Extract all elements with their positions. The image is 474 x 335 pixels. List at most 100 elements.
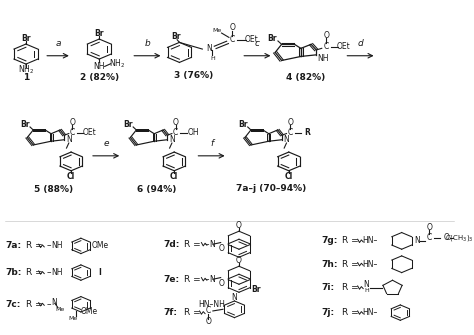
Text: 7f:: 7f:	[164, 308, 177, 317]
Text: 7h:: 7h:	[321, 260, 338, 269]
Text: R =: R =	[342, 260, 359, 269]
Text: C: C	[229, 35, 235, 44]
Text: e: e	[103, 139, 109, 148]
Text: O: O	[229, 23, 235, 32]
Text: Br: Br	[171, 32, 181, 41]
Text: O: O	[219, 279, 225, 288]
Text: C: C	[324, 42, 329, 51]
Text: C: C	[70, 128, 75, 137]
Text: OH: OH	[187, 128, 199, 137]
Text: f: f	[210, 139, 213, 148]
Text: 7g:: 7g:	[321, 237, 338, 246]
Text: N: N	[231, 293, 237, 302]
Text: 6 (94%): 6 (94%)	[137, 185, 176, 194]
Text: N: N	[209, 240, 215, 249]
Text: d: d	[357, 40, 363, 48]
Text: O: O	[219, 244, 225, 253]
Text: a: a	[55, 40, 61, 48]
Text: NH: NH	[51, 268, 63, 277]
Text: O: O	[323, 31, 329, 40]
Text: Br: Br	[20, 120, 30, 129]
Text: Br: Br	[94, 28, 104, 38]
Text: C(CH$_3$)$_3$: C(CH$_3$)$_3$	[445, 232, 474, 243]
Text: R =: R =	[342, 308, 359, 317]
Text: Br: Br	[251, 285, 261, 294]
Text: 7b:: 7b:	[5, 268, 22, 277]
Text: –: –	[205, 275, 209, 284]
Text: C: C	[427, 233, 432, 242]
Text: O: O	[443, 233, 449, 242]
Text: HN–NH: HN–NH	[198, 300, 225, 309]
Text: H: H	[210, 56, 215, 61]
Text: R =: R =	[184, 308, 201, 317]
Text: N: N	[209, 275, 215, 284]
Text: C: C	[173, 128, 178, 137]
Text: HN–: HN–	[362, 260, 377, 269]
Text: Cl: Cl	[285, 172, 293, 181]
Text: R =: R =	[184, 275, 201, 284]
Text: NH: NH	[93, 62, 105, 71]
Text: NH$_2$: NH$_2$	[109, 58, 125, 70]
Text: I: I	[98, 268, 101, 277]
Text: R: R	[305, 128, 310, 137]
Text: N: N	[206, 44, 212, 53]
Text: –: –	[205, 240, 209, 249]
Text: O: O	[287, 118, 293, 127]
Text: R =: R =	[26, 242, 43, 250]
Text: O: O	[236, 221, 242, 230]
Text: 7c:: 7c:	[5, 300, 21, 309]
Text: OEt: OEt	[245, 35, 259, 44]
Text: 7e:: 7e:	[164, 275, 180, 284]
Text: HN–: HN–	[362, 237, 377, 246]
Text: 3 (76%): 3 (76%)	[173, 71, 213, 80]
Text: –: –	[46, 300, 51, 309]
Text: 1: 1	[23, 73, 29, 82]
Text: NH$_2$: NH$_2$	[18, 64, 34, 76]
Text: R =: R =	[184, 240, 201, 249]
Text: OMe: OMe	[81, 307, 98, 316]
Text: O: O	[70, 118, 75, 127]
Text: Me: Me	[55, 308, 65, 313]
Text: Me: Me	[69, 317, 78, 321]
Text: R =: R =	[342, 237, 359, 246]
Text: O: O	[173, 118, 179, 127]
Text: N: N	[66, 135, 72, 144]
Text: OMe: OMe	[92, 242, 109, 250]
Text: 7j:: 7j:	[321, 308, 335, 317]
Text: N: N	[414, 237, 419, 246]
Text: NH: NH	[318, 54, 329, 63]
Text: N: N	[169, 135, 175, 144]
Text: –: –	[46, 242, 51, 250]
Text: NH: NH	[51, 242, 63, 250]
Text: Br: Br	[123, 120, 133, 129]
Text: HN–: HN–	[362, 308, 377, 317]
Text: c: c	[255, 40, 260, 48]
Text: N: N	[283, 135, 289, 144]
Text: 4 (82%): 4 (82%)	[286, 73, 325, 82]
Text: Me: Me	[212, 27, 222, 32]
Text: N: N	[364, 280, 369, 289]
Text: O: O	[236, 256, 242, 265]
Text: R =: R =	[342, 283, 359, 292]
Text: Br: Br	[268, 34, 277, 43]
Text: OEt: OEt	[337, 42, 351, 51]
Text: Cl: Cl	[67, 172, 75, 181]
Text: C: C	[206, 307, 211, 316]
Text: Br: Br	[238, 120, 247, 129]
Text: O: O	[426, 223, 432, 232]
Text: Cl: Cl	[170, 172, 178, 181]
Text: 7d:: 7d:	[164, 240, 180, 249]
Text: 7i:: 7i:	[321, 283, 335, 292]
Text: 7a:: 7a:	[5, 242, 21, 250]
Text: 7a–j (70–94%): 7a–j (70–94%)	[236, 184, 306, 193]
Text: O: O	[205, 317, 211, 326]
Text: C: C	[288, 128, 293, 137]
Text: OEt: OEt	[83, 128, 97, 137]
Text: H: H	[364, 288, 369, 293]
Text: b: b	[145, 40, 150, 48]
Text: 5 (88%): 5 (88%)	[34, 185, 73, 194]
Text: N: N	[51, 298, 57, 307]
Text: 2 (82%): 2 (82%)	[80, 73, 119, 82]
Text: R =: R =	[26, 300, 43, 309]
Text: –: –	[46, 268, 51, 277]
